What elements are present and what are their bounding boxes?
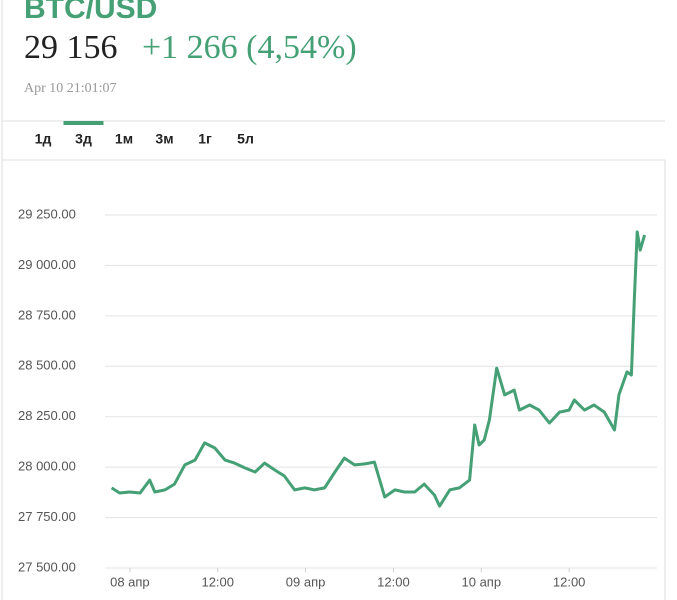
change: +1 266 (4,54%) (142, 29, 357, 66)
tab[interactable]: 1м (115, 131, 133, 147)
tab[interactable]: 3м (155, 131, 173, 147)
y-tick-label: 28 750.00 (18, 307, 76, 322)
tab[interactable]: 1г (198, 131, 212, 147)
x-tick-label: 08 апр (110, 574, 150, 589)
x-tick-label: 12:00 (201, 574, 234, 589)
timestamp: Apr 10 21:01:07 (24, 81, 117, 96)
y-tick-label: 27 750.00 (18, 509, 76, 524)
price: 29 156 (24, 29, 118, 66)
y-tick-label: 28 250.00 (18, 408, 76, 423)
x-tick-label: 09 апр (286, 574, 326, 589)
active-tab-indicator (63, 121, 104, 125)
x-tick-label: 12:00 (553, 574, 586, 589)
tab[interactable]: 1д (35, 131, 52, 147)
y-tick-label: 29 250.00 (18, 206, 76, 221)
price-line (110, 230, 647, 508)
x-tick-label: 12:00 (377, 574, 410, 589)
tab[interactable]: 3д (75, 131, 92, 147)
title: BTC/USD (24, 0, 157, 25)
tab[interactable]: 5л (237, 131, 254, 147)
y-tick-label: 29 000.00 (18, 257, 76, 272)
y-tick-label: 27 500.00 (18, 559, 76, 574)
y-tick-label: 28 000.00 (18, 459, 76, 474)
x-tick-label: 10 апр (462, 574, 502, 589)
y-tick-label: 28 500.00 (18, 358, 76, 373)
